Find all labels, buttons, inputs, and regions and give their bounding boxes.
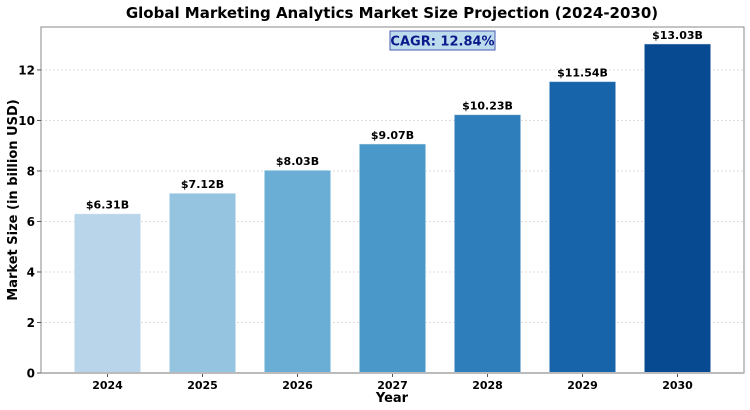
x-tick-label: 2025 [187, 379, 218, 392]
bar-2027 [358, 143, 427, 374]
y-tick-label: 10 [18, 114, 35, 128]
bar-2024 [73, 213, 142, 374]
bar-2025 [168, 192, 237, 374]
bars: $6.31B $7.12B $8.03B $9.07B $10.23B $11.54B $1… [73, 29, 712, 374]
y-axis: 0 2 4 6 8 10 12 [18, 63, 41, 381]
bar-2029 [548, 81, 617, 374]
data-label: $10.23B [462, 100, 513, 113]
x-tick-label: 2028 [472, 379, 503, 392]
cagr-annotation: CAGR: 12.84% [390, 35, 494, 50]
data-label: $7.12B [181, 178, 224, 191]
y-tick-label: 0 [27, 367, 35, 381]
data-label: $11.54B [557, 67, 608, 80]
data-label: $8.03B [276, 155, 319, 168]
data-label: $9.07B [371, 129, 414, 142]
data-label: $6.31B [86, 199, 129, 212]
chart-title: Global Marketing Analytics Market Size P… [126, 4, 658, 22]
x-tick-label: 2030 [662, 379, 693, 392]
x-axis: 2024 2025 2026 2027 2028 2029 2030 [41, 372, 744, 392]
x-tick-label: 2029 [567, 379, 598, 392]
bar-2030 [643, 43, 712, 374]
y-tick-label: 2 [27, 316, 35, 330]
y-tick-label: 6 [27, 215, 35, 229]
y-tick-label: 12 [18, 63, 35, 77]
grid-lines [41, 69, 744, 323]
data-label: $13.03B [652, 29, 703, 42]
bar-2028 [453, 114, 522, 374]
y-tick-label: 4 [27, 265, 35, 279]
x-tick-label: 2027 [377, 379, 408, 392]
y-tick-label: 8 [27, 164, 35, 178]
y-axis-label: Market Size (in billion USD) [6, 99, 21, 300]
x-tick-label: 2024 [92, 379, 123, 392]
cagr-annotation-box [389, 30, 496, 51]
bar-2026 [263, 169, 332, 374]
x-tick-label: 2026 [282, 379, 313, 392]
x-axis-label: Year [375, 391, 409, 406]
